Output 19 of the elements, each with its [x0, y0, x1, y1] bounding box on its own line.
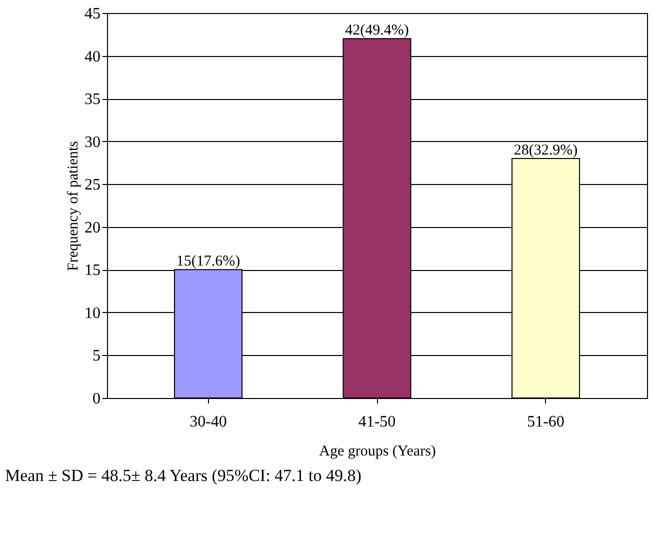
y-tick-label: 15	[84, 262, 100, 280]
y-tick-label: 40	[84, 48, 100, 66]
x-axis-title: Age groups (Years)	[319, 444, 436, 460]
y-tick-label: 30	[84, 134, 100, 151]
data-label: 42(49.4%)	[345, 22, 409, 39]
x-tick-label: 30-40	[190, 414, 227, 430]
x-tick-label: 41-50	[358, 414, 396, 430]
data-label: 28(32.9%)	[514, 142, 578, 158]
y-tick-label: 35	[84, 91, 100, 108]
y-tick-label: 25	[84, 176, 100, 194]
y-tick-label: 10	[84, 304, 100, 322]
y-tick-label: 5	[92, 348, 100, 365]
y-axis-title: Frequency of patients	[66, 140, 82, 271]
x-tick-label: 51-60	[527, 414, 564, 430]
y-tick-label: 0	[92, 390, 100, 408]
y-tick-label: 45	[84, 6, 100, 22]
data-label: 15(17.6%)	[176, 254, 240, 270]
text: Mean ± SD = 48.5± 8.4 Years (95%CI: 47.1 to 49.8)	[5, 466, 362, 485]
y-tick-label: 20	[84, 219, 100, 236]
